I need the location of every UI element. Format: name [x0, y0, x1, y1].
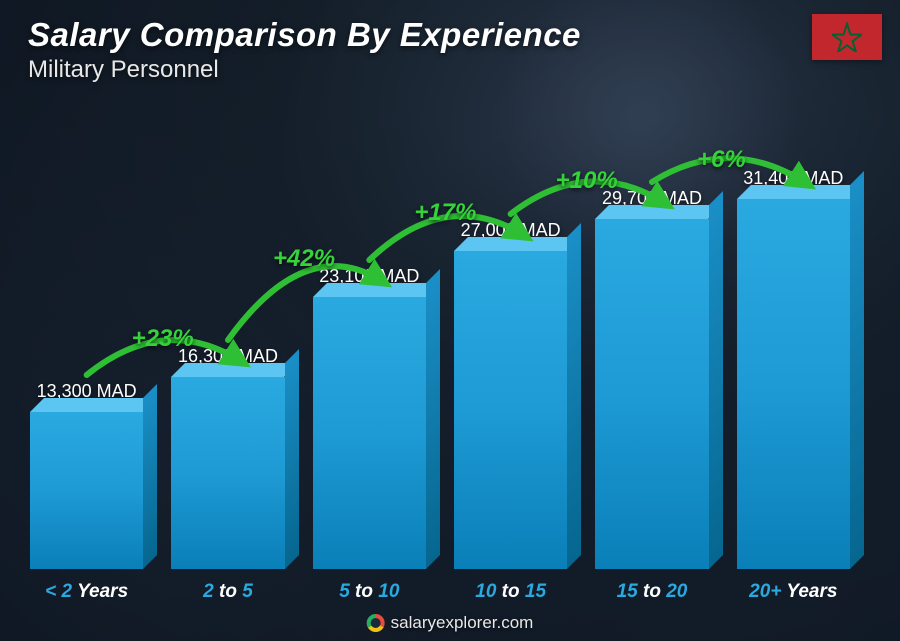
bar — [595, 219, 708, 569]
bar-top-face — [171, 363, 298, 377]
flag-star-icon — [832, 22, 862, 52]
salaryexplorer-logo-icon — [367, 614, 385, 632]
bar-front — [30, 412, 143, 569]
bar-column: 16,300 MAD2 to 5 — [171, 346, 284, 569]
watermark: salaryexplorer.com — [367, 613, 534, 633]
bar-front — [171, 377, 284, 569]
bar-chart: 13,300 MAD< 2 Years16,300 MAD2 to 5 23,10… — [30, 99, 850, 569]
x-axis-label: 15 to 20 — [617, 581, 688, 603]
watermark-text: salaryexplorer.com — [391, 613, 534, 633]
x-axis-label: 10 to 15 — [475, 581, 546, 603]
x-axis-label: 5 to 10 — [339, 581, 399, 603]
bar-top-face — [595, 205, 722, 219]
morocco-flag — [812, 14, 882, 60]
bar — [30, 412, 143, 569]
x-axis-label: 20+ Years — [749, 581, 837, 603]
bar-column: 29,700 MAD15 to 20 — [595, 188, 708, 569]
bar-side-face — [285, 349, 299, 569]
x-axis-label: 2 to 5 — [203, 581, 253, 603]
bar-side-face — [426, 269, 440, 569]
bar-column: 23,100 MAD5 to 10 — [313, 266, 426, 569]
bar-side-face — [567, 223, 581, 569]
bar-column: 13,300 MAD< 2 Years — [30, 381, 143, 569]
bar — [737, 199, 850, 569]
bar-top-face — [737, 185, 864, 199]
bar-top-face — [313, 283, 440, 297]
bar-front — [595, 219, 708, 569]
chart-subtitle: Military Personnel — [28, 56, 581, 84]
bar-side-face — [143, 384, 157, 569]
chart-title: Salary Comparison By Experience — [28, 16, 581, 54]
bar-top-face — [454, 237, 581, 251]
x-axis-label: < 2 Years — [45, 581, 128, 603]
bar — [454, 251, 567, 569]
bar-side-face — [850, 171, 864, 569]
bar-front — [313, 297, 426, 569]
bar-column: 27,000 MAD10 to 15 — [454, 220, 567, 569]
bar — [171, 377, 284, 569]
bar-column: 31,400 MAD20+ Years — [737, 168, 850, 569]
bar-front — [737, 199, 850, 569]
bar — [313, 297, 426, 569]
bar-top-face — [30, 398, 157, 412]
title-block: Salary Comparison By Experience Military… — [28, 16, 581, 84]
bar-front — [454, 251, 567, 569]
bar-side-face — [709, 191, 723, 569]
